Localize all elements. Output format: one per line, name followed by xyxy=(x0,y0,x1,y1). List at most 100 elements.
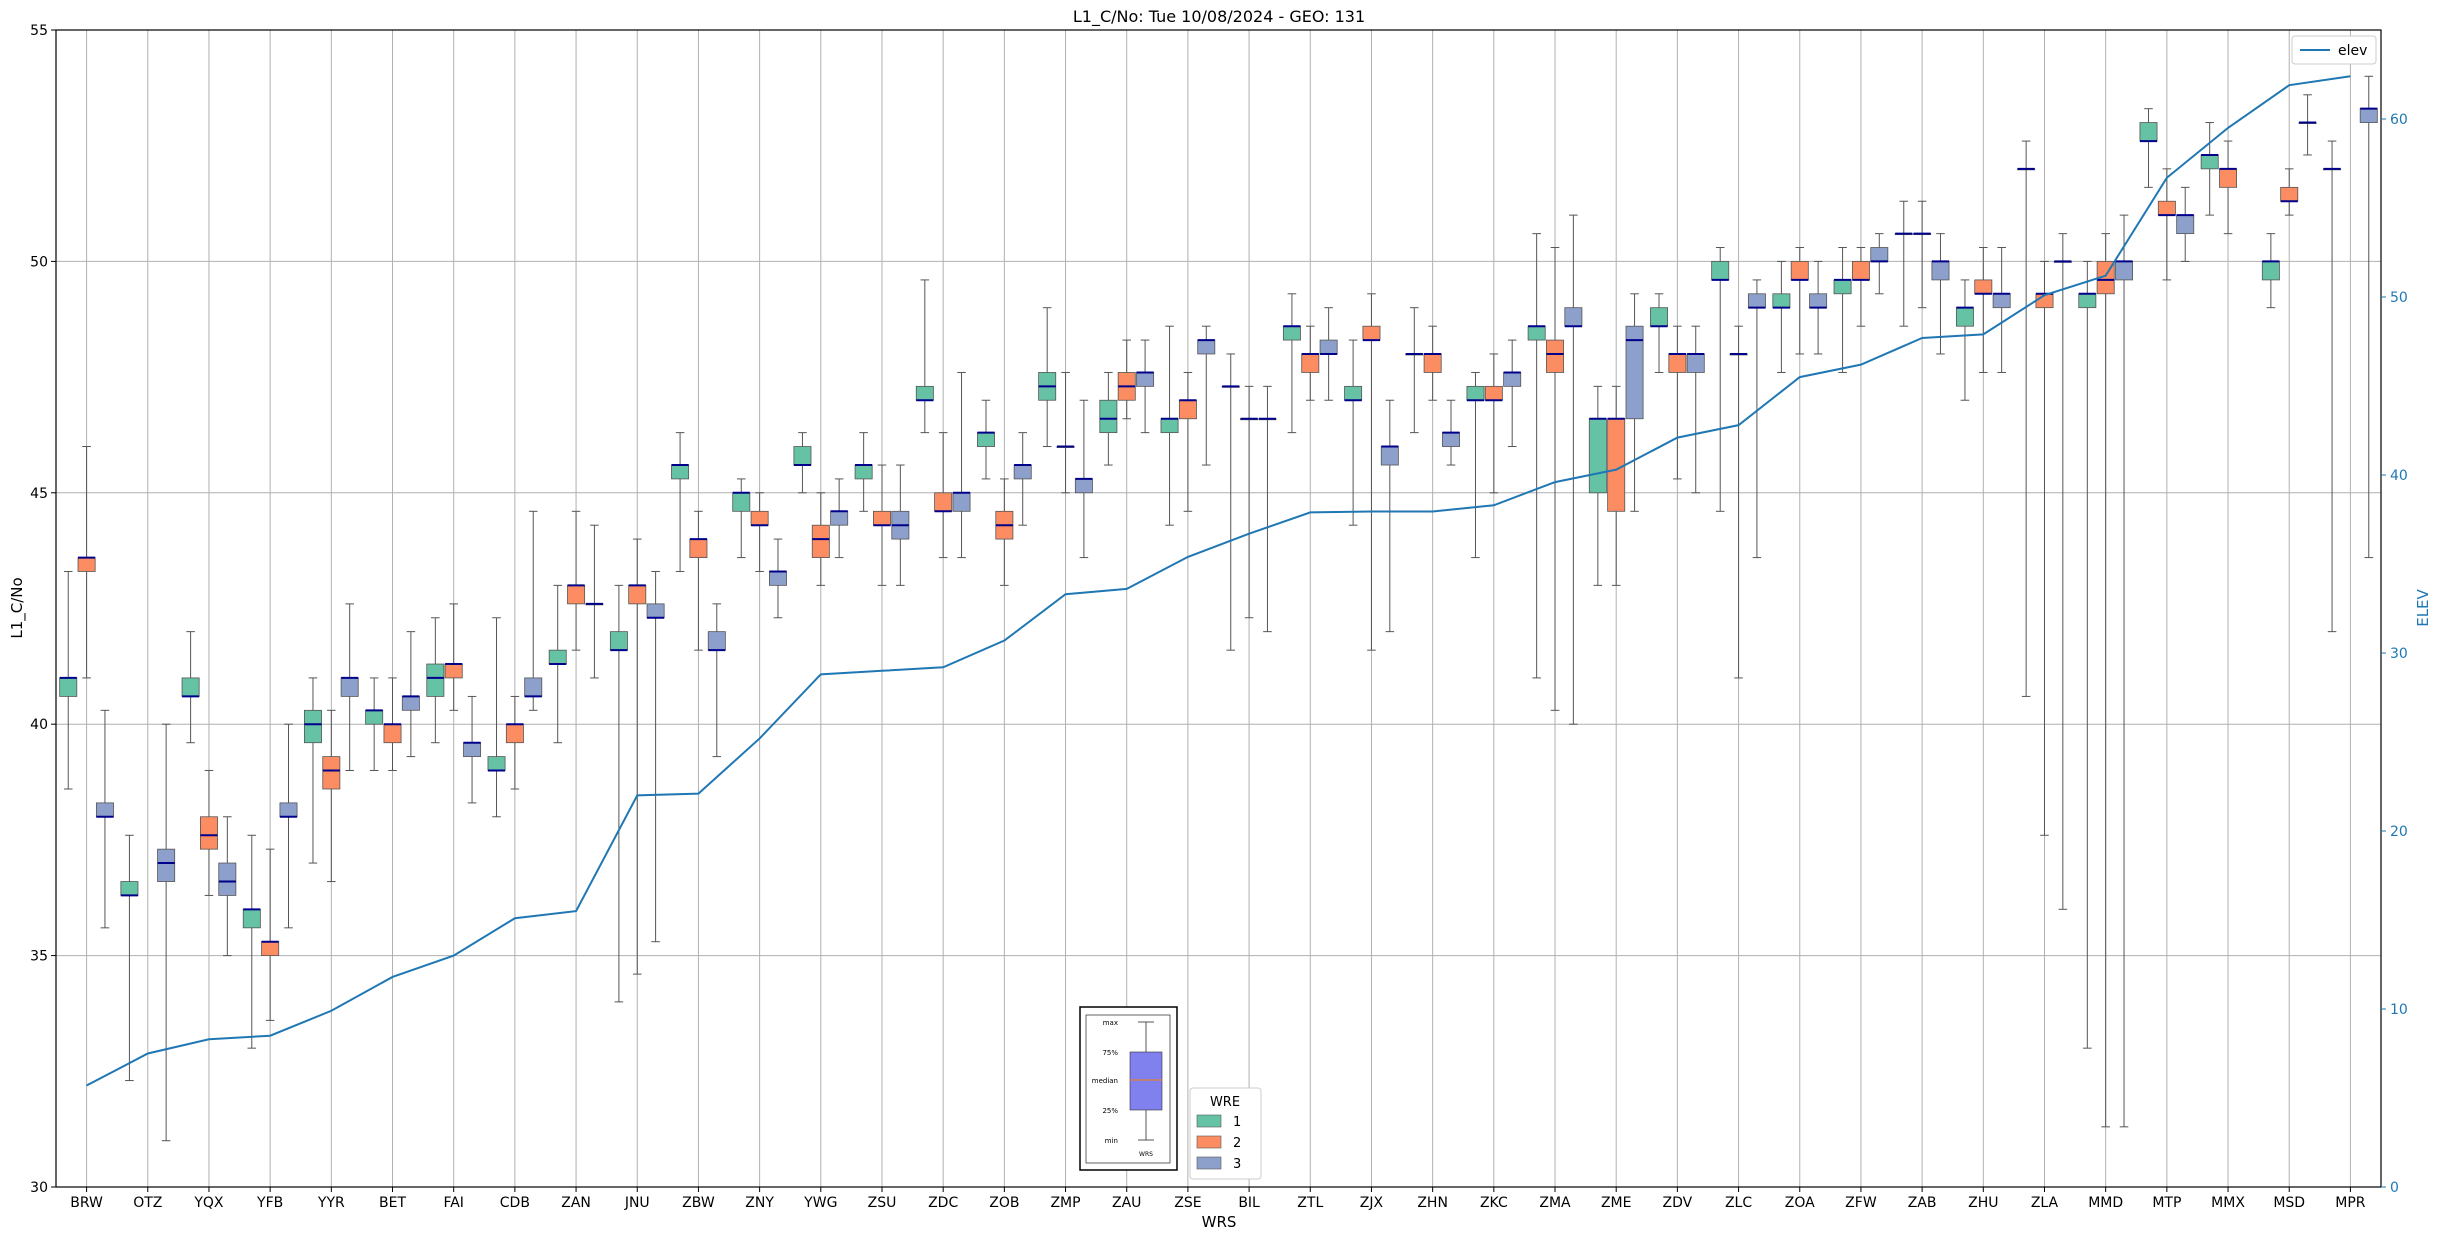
box-body xyxy=(1160,418,1179,434)
box-wre-2-zkc xyxy=(1484,353,1503,494)
box-body xyxy=(463,742,482,757)
box-wre-1-ywg xyxy=(793,432,812,494)
box-body xyxy=(1380,446,1399,466)
box-wre-3-zob xyxy=(1013,432,1032,526)
box-body xyxy=(401,696,420,711)
box-body xyxy=(1992,293,2011,309)
box-wre-1-bil xyxy=(1221,353,1240,651)
box-body xyxy=(1564,307,1583,327)
box-wre-3-zdc xyxy=(952,371,971,559)
box-body xyxy=(1099,399,1118,434)
box-wre-3-fai xyxy=(463,695,482,804)
box-wre-1-zme xyxy=(1588,385,1607,586)
box-body xyxy=(2139,122,2158,142)
box-wre-1-zla xyxy=(2017,140,2036,697)
box-wre-1-zma xyxy=(1527,233,1546,679)
box-body xyxy=(1625,325,1644,420)
box-wre-2-zse xyxy=(1178,371,1197,512)
box-body xyxy=(77,557,96,572)
box-body xyxy=(548,649,567,665)
y2-tick-label: 40 xyxy=(2390,468,2408,484)
x-tick-label: ZDV xyxy=(1663,1195,1693,1211)
box-body xyxy=(1362,325,1381,341)
box-body xyxy=(261,941,280,957)
box-wre-3-msd xyxy=(2298,94,2317,156)
box-wre-3-zfw xyxy=(1870,233,1889,295)
box-wre-2-zdc xyxy=(934,432,953,559)
box-body xyxy=(383,723,402,744)
box-wre-2-brw xyxy=(77,446,96,679)
y2-tick-label: 0 xyxy=(2390,1180,2399,1196)
box-body xyxy=(2078,293,2097,309)
box-wre-1-zob xyxy=(977,399,995,480)
box-wre-1-mmd xyxy=(2078,260,2097,1049)
inset-xlabel: WRS xyxy=(1139,1151,1153,1158)
x-tick-label: BRW xyxy=(70,1195,103,1211)
x-axis-ticks: BRW OTZ YQX YFB YYR BET FAI CDB ZAN JNU ZBW ZNY YWG Z… xyxy=(70,1187,2366,1211)
box-wre-2-zhn xyxy=(1423,325,1442,401)
box-wre-3-mtp xyxy=(2176,186,2195,262)
box-body xyxy=(707,631,726,651)
box-wre-3-zau xyxy=(1136,339,1155,434)
box-body xyxy=(2359,108,2378,123)
box-body xyxy=(505,723,524,744)
box-wre-1-zoa xyxy=(1772,260,1791,373)
x-tick-label: ZOA xyxy=(1785,1195,1815,1211)
box-body xyxy=(1955,307,1974,327)
box-wre-2-zab xyxy=(1913,200,1932,309)
box-wre-2-zsu xyxy=(873,464,891,586)
box-wre-1-brw xyxy=(59,570,78,790)
x-tick-label: FAI xyxy=(443,1195,463,1211)
box-body xyxy=(567,584,586,605)
box-wre-3-zan xyxy=(585,524,604,679)
box-body xyxy=(1442,432,1460,447)
box-wre-1-yfb xyxy=(242,834,261,1049)
y-tick-label: 30 xyxy=(30,1180,48,1196)
box-wre-3-otz xyxy=(157,723,176,1142)
box-body xyxy=(157,848,176,882)
box-wre-3-zhn xyxy=(1442,399,1460,466)
box-body xyxy=(242,908,261,929)
box-body xyxy=(1319,339,1338,355)
x-tick-label: MTP xyxy=(2152,1195,2181,1211)
box-body xyxy=(1650,307,1668,327)
box-wre-3-mmd xyxy=(2115,214,2133,1128)
x-tick-label: ZSE xyxy=(1174,1195,1201,1211)
x-tick-label: MMD xyxy=(2088,1195,2123,1211)
y2-tick-label: 50 xyxy=(2390,290,2408,306)
box-body xyxy=(2115,260,2133,281)
box-wre-1-zsu xyxy=(854,432,873,512)
box-body xyxy=(934,492,953,512)
box-wre-1-zhn xyxy=(1405,307,1424,434)
x-tick-label: ZHU xyxy=(1968,1195,1998,1211)
box-wre-2-zbw xyxy=(689,510,708,651)
box-wre-2-bil xyxy=(1240,385,1259,619)
y2-tick-label: 20 xyxy=(2390,824,2408,840)
box-body xyxy=(199,816,218,850)
x-tick-label: ZNY xyxy=(745,1195,774,1211)
box-body xyxy=(1711,260,1730,281)
box-body xyxy=(1588,418,1607,494)
wre-legend-entry-3: 3 xyxy=(1233,1157,1241,1172)
box-wre-2-zmp xyxy=(1056,371,1075,494)
box-wre-1-yqx xyxy=(181,631,200,744)
x-axis-label: WRS xyxy=(1202,1213,1237,1231)
box-wre-3-zme xyxy=(1625,293,1644,512)
box-body xyxy=(59,677,78,697)
x-tick-label: MMX xyxy=(2211,1195,2245,1211)
box-wre-3-bet xyxy=(401,631,420,758)
box-wre-3-cdb xyxy=(524,510,543,711)
wre-legend-entry-2: 2 xyxy=(1233,1136,1241,1151)
box-body xyxy=(769,571,787,586)
box-wre-2-zob xyxy=(995,478,1014,586)
y2-tick-label: 30 xyxy=(2390,646,2408,662)
box-wre-2-zjx xyxy=(1362,293,1381,651)
box-wre-1-zhu xyxy=(1955,279,1974,401)
x-tick-label: ZKC xyxy=(1480,1195,1508,1211)
x-tick-label: ZOB xyxy=(989,1195,1019,1211)
box-body xyxy=(1282,325,1301,341)
box-body xyxy=(1686,353,1705,373)
elev-legend: elev xyxy=(2291,35,2377,65)
x-tick-label: ZAB xyxy=(1908,1195,1937,1211)
x-tick-label: BIL xyxy=(1238,1195,1260,1211)
